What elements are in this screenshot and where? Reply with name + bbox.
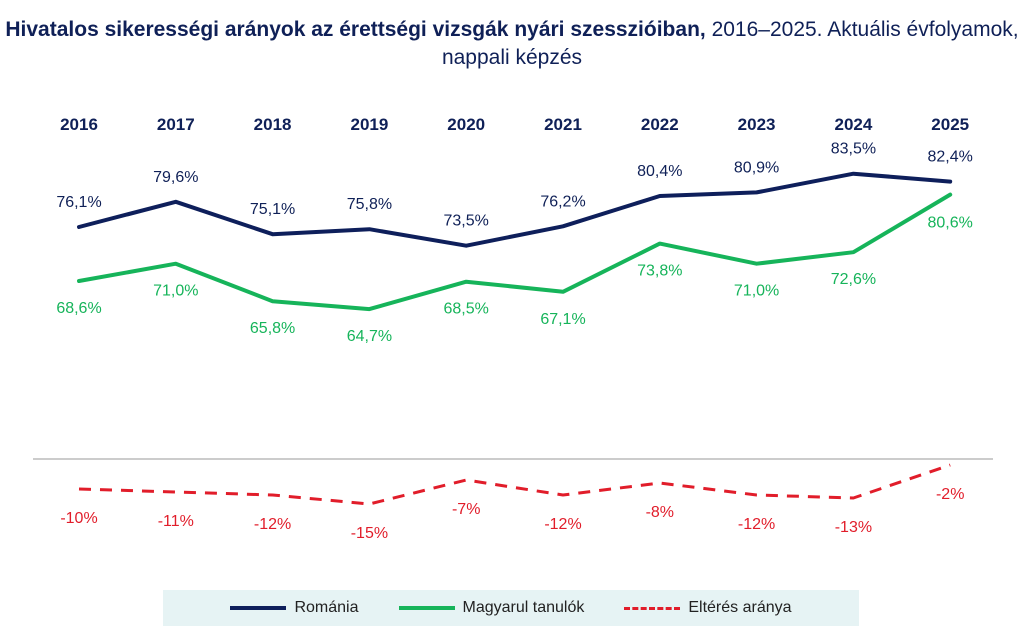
data-label-romania: 75,8% (347, 196, 392, 213)
chart-title: Hivatalos sikerességi arányok az érettsé… (0, 16, 1024, 72)
chart-title-rest: 2016–2025. Aktuális évfolyamok, nappali … (441, 18, 1019, 69)
legend-label-romania: Románia (294, 599, 359, 616)
legend-item-diff: Eltérés aránya (624, 599, 792, 617)
year-label: 2024 (834, 115, 872, 134)
year-label: 2020 (447, 115, 485, 134)
data-label-magyar: 73,8% (637, 263, 682, 280)
data-label-romania: 73,5% (444, 213, 489, 230)
legend-swatch-romania (230, 606, 287, 610)
data-label-diff: -7% (452, 501, 480, 518)
data-label-magyar: 67,1% (540, 311, 585, 328)
data-label-diff: -12% (738, 516, 775, 533)
data-label-romania: 82,4% (928, 149, 973, 166)
data-label-romania: 79,6% (153, 169, 198, 186)
data-label-romania: 76,1% (56, 194, 101, 211)
legend: Románia Magyarul tanulók Eltérés aránya (163, 590, 859, 626)
year-label: 2019 (350, 115, 388, 134)
data-label-diff: -15% (351, 525, 388, 542)
data-label-magyar: 68,5% (444, 301, 489, 318)
data-label-romania: 80,4% (637, 163, 682, 180)
legend-item-magyar: Magyarul tanulók (398, 599, 585, 617)
legend-label-magyar: Magyarul tanulók (462, 599, 585, 616)
year-label: 2022 (641, 115, 679, 134)
series-line-diff (78, 463, 951, 506)
data-label-magyar: 64,7% (347, 328, 392, 345)
data-label-diff: -12% (254, 516, 291, 533)
year-label: 2023 (738, 115, 776, 134)
legend-label-diff: Eltérés aránya (688, 599, 792, 616)
series-line-magyar (77, 192, 953, 312)
data-label-diff: -13% (835, 519, 872, 536)
data-label-diff: -2% (936, 486, 964, 503)
data-label-magyar: 68,6% (56, 300, 101, 317)
year-label: 2018 (254, 115, 292, 134)
year-label: 2021 (544, 115, 582, 134)
year-label: 2017 (157, 115, 195, 134)
data-label-magyar: 72,6% (831, 271, 876, 288)
data-label-romania: 76,2% (540, 193, 585, 210)
data-label-diff: -8% (646, 504, 674, 521)
data-label-magyar: 71,0% (153, 283, 198, 300)
legend-item-romania: Románia (230, 599, 359, 617)
series-line-romania (77, 171, 953, 248)
data-label-magyar: 80,6% (928, 215, 973, 232)
data-label-diff: -11% (158, 513, 194, 530)
year-label: 2016 (60, 115, 98, 134)
data-label-magyar: 71,0% (734, 283, 779, 300)
data-label-romania: 75,1% (250, 201, 295, 218)
data-label-diff: -10% (60, 510, 97, 527)
legend-swatch-diff (624, 606, 681, 610)
year-label: 2025 (931, 115, 969, 134)
legend-swatch-magyar (398, 606, 455, 610)
data-label-romania: 83,5% (831, 141, 876, 158)
data-label-romania: 80,9% (734, 159, 779, 176)
data-label-diff: -12% (544, 516, 581, 533)
chart-title-bold: Hivatalos sikerességi arányok az érettsé… (5, 18, 706, 41)
data-label-magyar: 65,8% (250, 320, 295, 337)
